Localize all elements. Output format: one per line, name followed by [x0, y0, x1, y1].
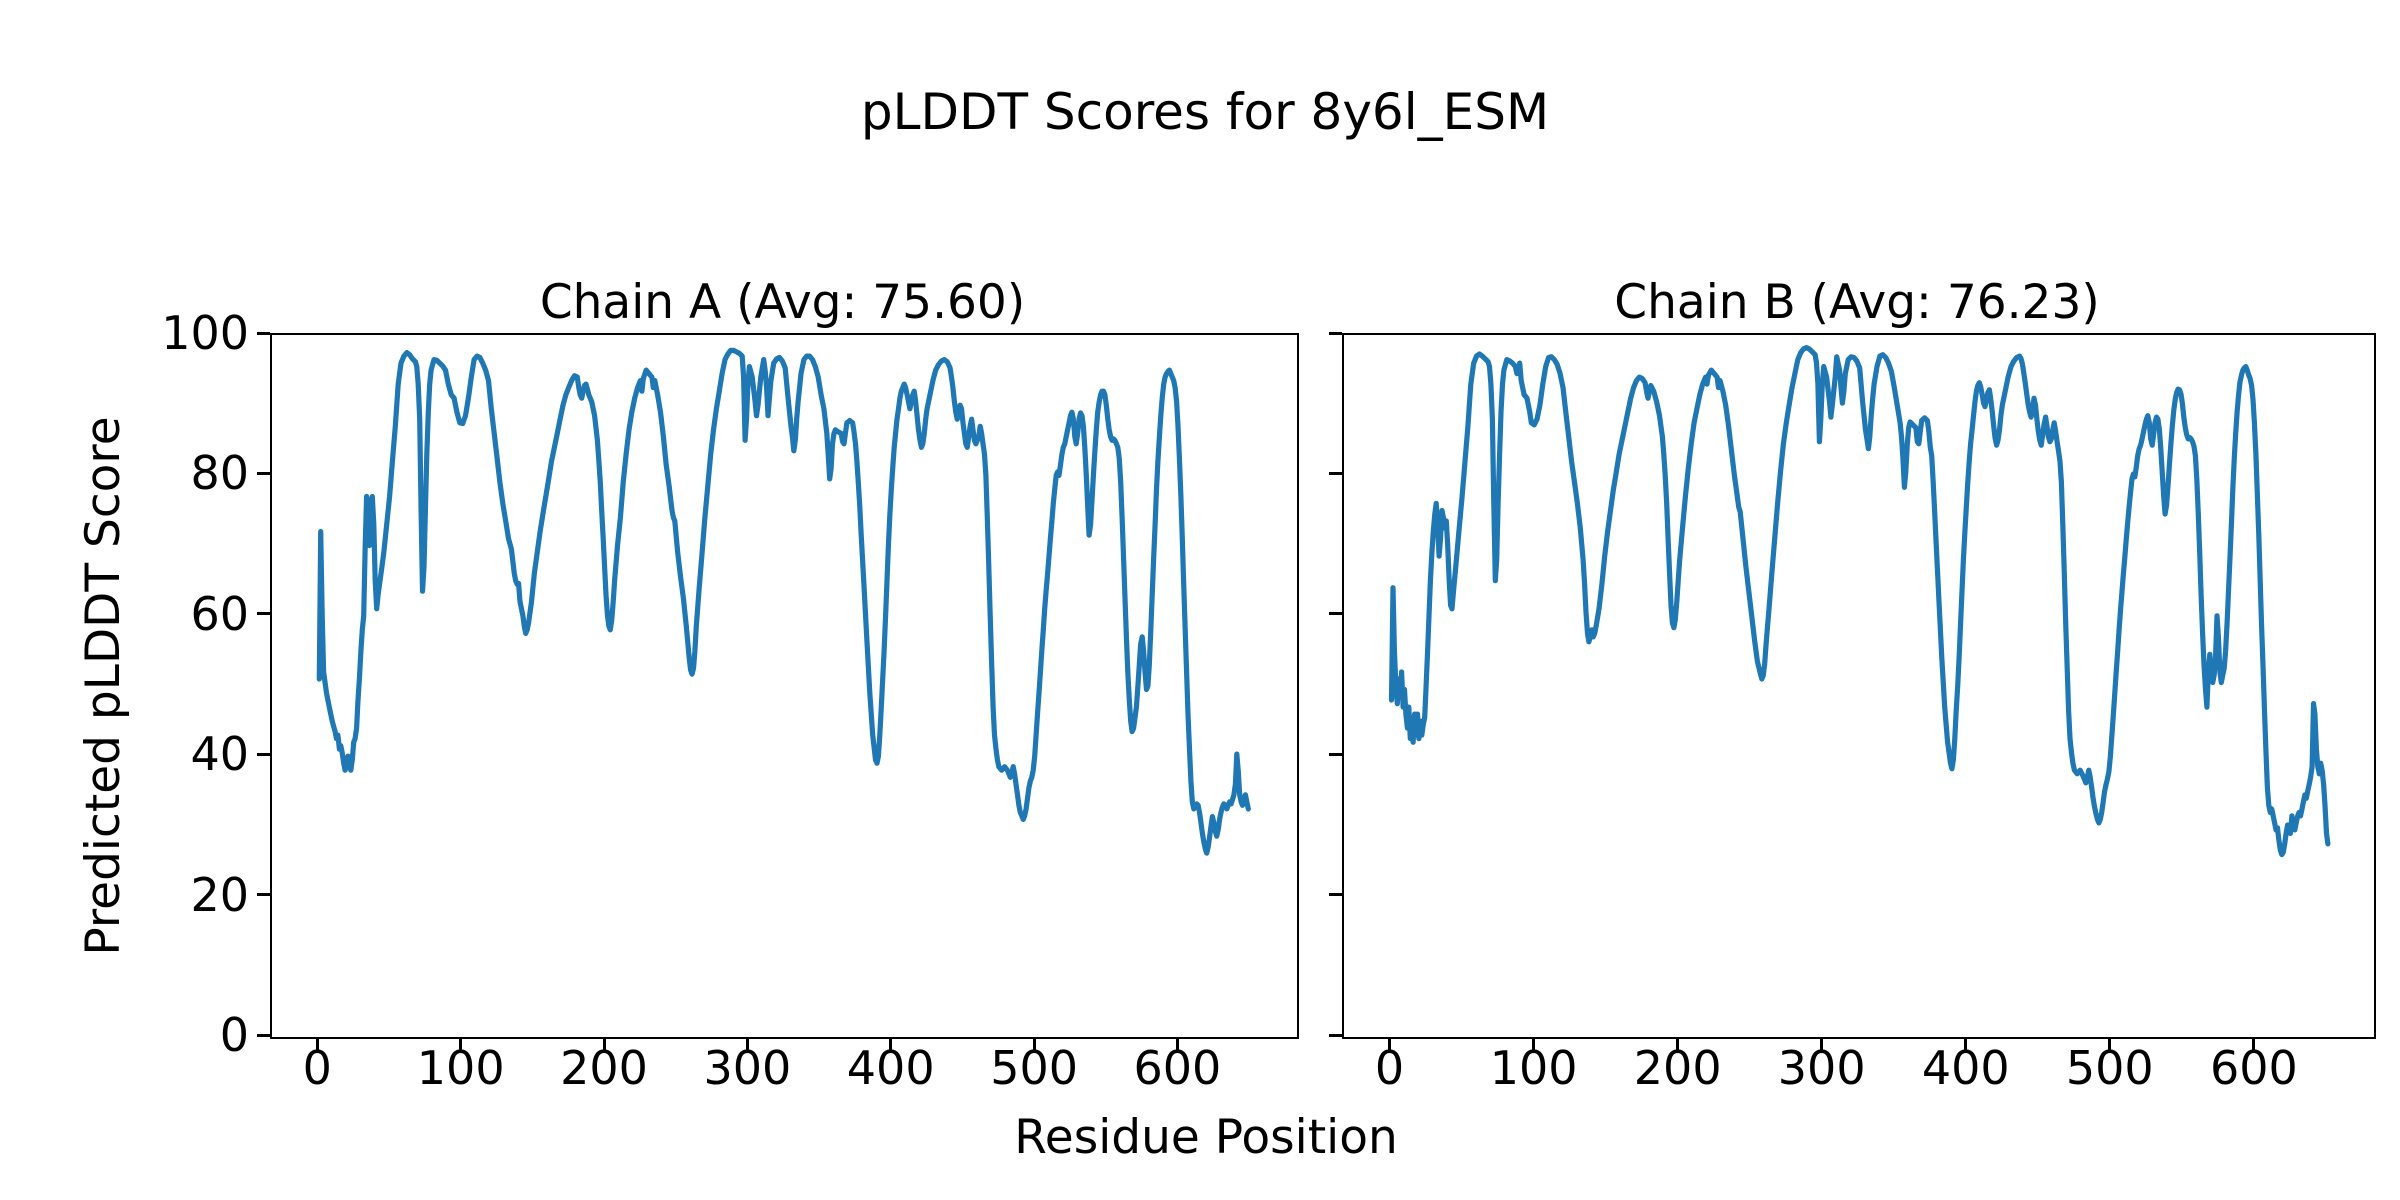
y-tick-label: 100: [161, 306, 249, 360]
y-tick-mark: [257, 612, 270, 616]
x-tick-label: 100: [1489, 1041, 1578, 1095]
y-axis-label: Predicted pLDDT Score: [76, 416, 131, 956]
y-tick-label: 60: [190, 586, 249, 641]
figure-title: pLDDT Scores for 8y6l_ESM: [860, 83, 1550, 141]
x-tick-label: 400: [846, 1041, 935, 1095]
x-tick-mark: [315, 1037, 319, 1050]
y-tick-mark: [1329, 1033, 1342, 1037]
x-tick-mark: [1964, 1037, 1968, 1050]
x-tick-label: 400: [1921, 1041, 2010, 1095]
x-axis-label: Residue Position: [1014, 1110, 1398, 1165]
x-tick-label: 200: [560, 1041, 648, 1095]
x-tick-mark: [745, 1037, 749, 1050]
x-tick-label: 0: [1374, 1041, 1405, 1095]
y-tick-mark: [1329, 612, 1342, 616]
y-tick-mark: [1329, 752, 1342, 756]
x-tick-mark: [1820, 1037, 1824, 1050]
subplot-chain-a-axes: [270, 333, 1299, 1039]
y-tick-mark: [257, 893, 270, 897]
x-tick-label: 500: [2065, 1041, 2154, 1095]
y-tick-mark: [257, 1033, 270, 1037]
x-tick-label: 600: [2209, 1041, 2298, 1095]
subplot-a-title: Chain A (Avg: 75.60): [539, 275, 1026, 330]
chain-a-plot-svg: [316, 347, 1251, 856]
x-tick-label: 300: [703, 1041, 792, 1095]
x-tick-label: 200: [1633, 1041, 1722, 1095]
x-tick-label: 0: [302, 1041, 332, 1095]
x-tick-mark: [1676, 1037, 1680, 1050]
x-tick-mark: [2108, 1037, 2112, 1050]
y-tick-label: 20: [190, 867, 249, 922]
y-tick-label: 40: [190, 727, 249, 782]
y-tick-mark: [1329, 893, 1342, 897]
y-tick-mark: [257, 331, 270, 335]
x-tick-mark: [2252, 1037, 2256, 1050]
x-tick-mark: [1388, 1037, 1391, 1050]
x-tick-label: 300: [1777, 1041, 1866, 1095]
x-tick-label: 500: [990, 1041, 1078, 1095]
chain-b-plot-svg: [1388, 345, 2331, 858]
x-tick-mark: [459, 1037, 463, 1050]
y-tick-label: 0: [219, 1008, 249, 1062]
x-tick-mark: [1175, 1037, 1179, 1050]
subplot-chain-b-axes: [1342, 333, 2376, 1039]
y-tick-mark: [257, 752, 270, 756]
y-tick-mark: [257, 471, 270, 475]
chain-b-plddt-line: [1388, 345, 2331, 858]
x-tick-mark: [1032, 1037, 1036, 1050]
x-tick-mark: [889, 1037, 893, 1050]
x-tick-label: 600: [1133, 1041, 1222, 1095]
y-tick-mark: [1329, 471, 1342, 475]
y-tick-label: 80: [190, 446, 249, 501]
subplot-b-title: Chain B (Avg: 76.23): [1614, 275, 2100, 330]
x-tick-mark: [1532, 1037, 1536, 1050]
x-tick-mark: [602, 1037, 606, 1050]
chain-a-plddt-line: [316, 347, 1251, 856]
y-tick-mark: [1329, 331, 1342, 335]
x-tick-label: 100: [416, 1041, 505, 1095]
